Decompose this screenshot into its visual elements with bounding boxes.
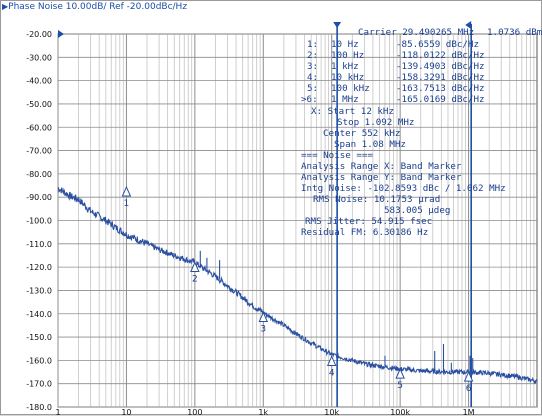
span-center: Center 552 kHz <box>323 128 400 139</box>
marker-row-freq: 10 Hz <box>331 39 359 50</box>
marker-row-id: 3: <box>307 61 318 72</box>
marker-triangle-icon <box>463 370 474 382</box>
marker-number-label: 5 <box>397 381 403 391</box>
marker-number-label: 2 <box>192 274 198 284</box>
y-tick-label: -110.0 <box>26 240 52 249</box>
marker-triangle-icon <box>121 185 132 197</box>
analysis-range-x: Analysis Range X: Band Marker <box>301 161 462 172</box>
span-stop: Stop 1.092 MHz <box>337 117 414 128</box>
y-tick-label: -100.0 <box>26 217 52 226</box>
ref-level-arrow-icon <box>58 30 64 38</box>
marker-triangle-icon <box>190 261 200 272</box>
marker-row-id: 2: <box>307 50 318 61</box>
marker-row-freq: 1 MHz <box>331 94 359 105</box>
y-tick-label: -20.00 <box>26 30 52 39</box>
band-markers[interactable] <box>333 21 472 407</box>
trace-layer <box>57 187 538 385</box>
y-tick-label: -150.0 <box>26 333 52 342</box>
marker-row-value: -139.4903 dBc/Hz <box>396 61 485 72</box>
y-tick-label: -80.00 <box>26 170 52 179</box>
carrier-level: 1.0736 dBm <box>487 27 542 38</box>
analysis-range-y: Analysis Range Y: Band Marker <box>301 172 462 183</box>
y-tick-label: -50.00 <box>26 100 52 109</box>
marker-row-freq: 10 kHz <box>331 72 364 83</box>
x-tick-label: 100k <box>390 408 410 416</box>
y-tick-label: -40.00 <box>26 77 52 86</box>
info-panel: Carrier 29.490265 MHz 1.0736 dBm 1: 10 H… <box>301 27 542 238</box>
x-tick-label: 10k <box>324 408 339 416</box>
marker-row-freq: 1 kHz <box>331 61 359 72</box>
x-tick-label: 1M <box>463 408 475 416</box>
y-tick-label: -30.00 <box>26 53 52 62</box>
marker-row-value: -85.6559 dBc/Hz <box>396 39 479 50</box>
marker-row-value: -118.0122 dBc/Hz <box>396 50 485 61</box>
marker-row-id: 4: <box>307 72 318 83</box>
chart-grid <box>57 33 538 408</box>
marker-number-label: 4 <box>329 368 335 378</box>
band-start-handle-icon <box>333 22 342 28</box>
y-tick-label: -90.00 <box>26 193 52 202</box>
x-tick-label: 1 <box>55 408 60 416</box>
carrier-freq: Carrier 29.490265 MHz <box>358 27 474 38</box>
trace-indicator-icon: ▶ <box>2 2 9 11</box>
y-tick-label: -120.0 <box>26 263 52 272</box>
integrated-noise: Intg Noise: -102.8593 dBc / 1.062 MHz <box>301 183 506 194</box>
y-tick-label: -70.00 <box>26 147 52 156</box>
span-width: Span 1.08 MHz <box>334 139 406 150</box>
phase-noise-trace <box>57 187 538 385</box>
y-tick-label: -140.0 <box>26 310 52 319</box>
marker-row-value: -158.3291 dBc/Hz <box>396 72 485 83</box>
marker-number-label: 1 <box>124 199 130 209</box>
marker-triangle-icon <box>258 311 269 323</box>
rms-noise: RMS Noise: 10.1753 µrad <box>313 194 440 205</box>
span-start: X: Start 12 kHz <box>311 106 394 117</box>
y-tick-label: -180.0 <box>26 403 52 412</box>
marker-row-value: -165.0169 dBc/Hz <box>396 94 485 105</box>
rms-noise-deg: 583.005 µdeg <box>384 205 450 216</box>
marker-number-label: 6 <box>466 384 472 394</box>
marker-row-freq: 100 kHz <box>331 83 370 94</box>
x-tick-label: 1k <box>258 408 268 416</box>
rms-jitter: RMS Jitter: 54.915 fsec <box>305 216 432 227</box>
trace-title: ▶Phase Noise 10.00dB/ Ref -20.00dBc/Hz <box>2 1 302 13</box>
y-tick-label: -130.0 <box>26 286 52 295</box>
band-stop-handle-icon <box>465 21 472 29</box>
reference-level-marker[interactable] <box>58 30 64 38</box>
marker-triangle-icon <box>395 367 405 379</box>
trace-title-text: Phase Noise 10.00dB/ Ref -20.00dBc/Hz <box>8 2 188 12</box>
marker-row-id: 5: <box>307 83 318 94</box>
markers-layer: 1 2 3 4 5 6 <box>121 185 474 394</box>
marker-number-label: 3 <box>260 325 266 335</box>
y-axis-ticks: -20.00 -30.00 -40.00 -50.00 -60.00 -70.00 -80.… <box>26 30 52 412</box>
noise-header: === Noise === <box>301 150 373 161</box>
x-tick-label: 10 <box>121 408 131 416</box>
marker-row-id: >6: <box>301 94 318 105</box>
x-tick-label: 100 <box>187 408 202 416</box>
x-axis-ticks: 1 10 100 1k 10k 100k 1M <box>55 408 474 416</box>
y-tick-label: -170.0 <box>26 380 52 389</box>
residual-fm: Residual FM: 6.30186 Hz <box>301 227 428 238</box>
y-tick-label: -160.0 <box>26 356 52 365</box>
marker-row-id: 1: <box>307 39 318 50</box>
marker-row-freq: 100 Hz <box>331 50 364 61</box>
marker-triangle-icon <box>326 355 337 366</box>
y-tick-label: -60.00 <box>26 123 52 132</box>
marker-row-value: -163.7513 dBc/Hz <box>396 83 485 94</box>
